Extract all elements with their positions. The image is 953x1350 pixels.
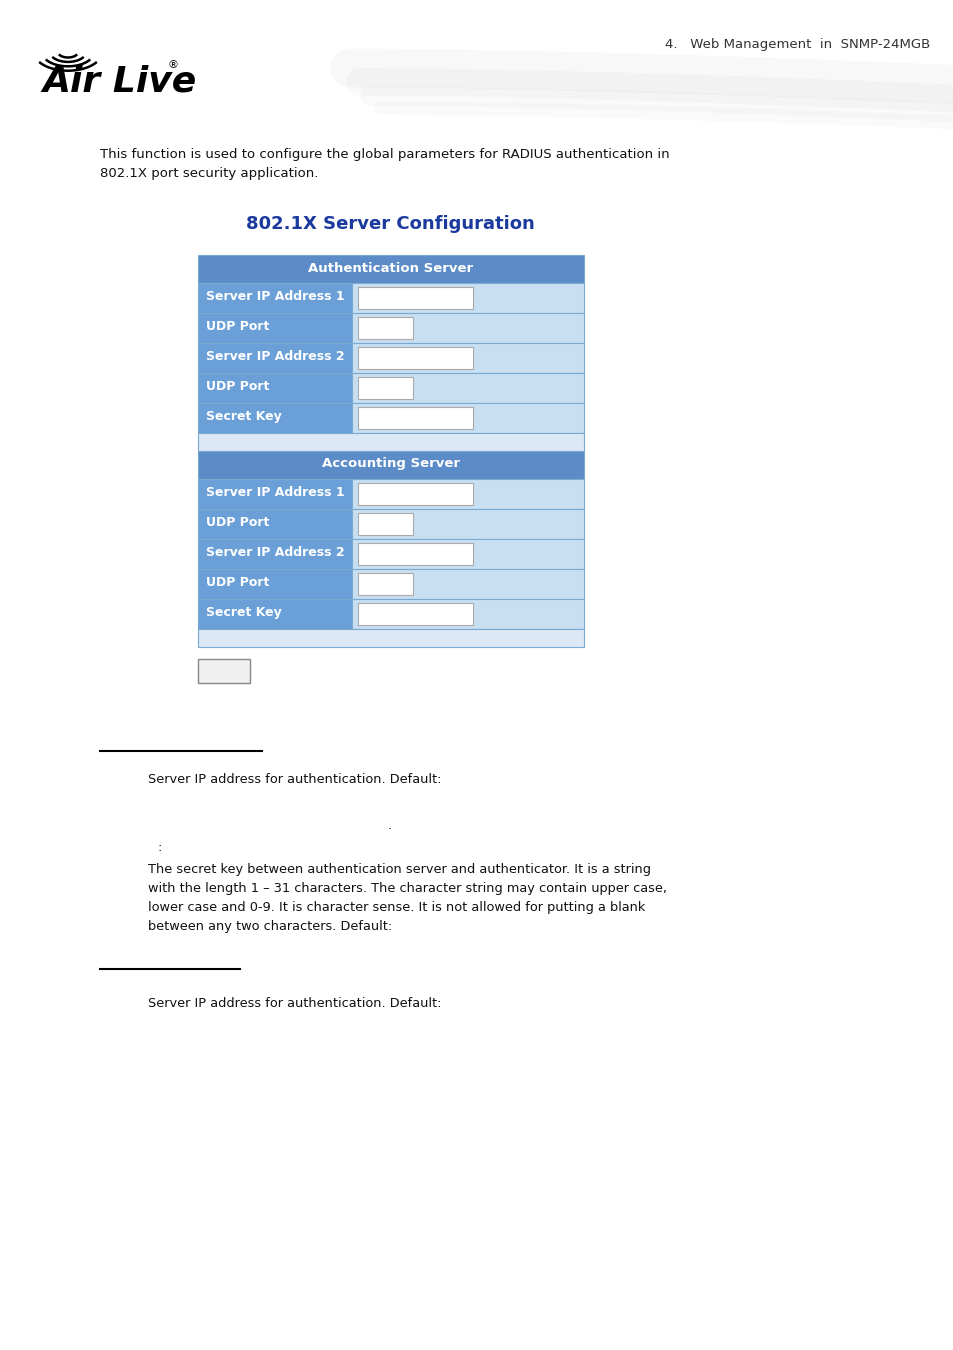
Bar (198, 343, 352, 373)
Text: Save: Save (209, 663, 239, 676)
Bar (198, 568, 352, 599)
Bar (352, 539, 583, 568)
Text: Secret Key: Secret Key (206, 410, 281, 424)
Bar (357, 603, 473, 625)
Text: Server IP Address 2: Server IP Address 2 (206, 547, 344, 559)
Text: 1813: 1813 (363, 517, 395, 529)
Text: Air Live: Air Live (42, 65, 196, 99)
Bar (357, 513, 413, 535)
Bar (352, 404, 583, 433)
Bar (198, 479, 352, 509)
Text: .: . (388, 819, 392, 832)
Bar (352, 284, 583, 313)
Text: Authentication Server: Authentication Server (308, 262, 473, 274)
Text: 1813: 1813 (363, 576, 395, 590)
Bar (357, 406, 473, 429)
Bar (198, 539, 352, 568)
Bar (352, 313, 583, 343)
Bar (352, 479, 583, 509)
Bar (198, 629, 583, 647)
Bar (198, 404, 352, 433)
Text: The secret key between authentication server and authenticator. It is a string
w: The secret key between authentication se… (148, 863, 666, 933)
Text: UDP Port: UDP Port (206, 320, 269, 333)
Bar (357, 483, 473, 505)
Bar (352, 343, 583, 373)
Bar (357, 543, 473, 566)
Text: Accounting Server: Accounting Server (322, 458, 459, 471)
Bar (352, 373, 583, 404)
Text: UDP Port: UDP Port (206, 576, 269, 590)
Bar (198, 451, 583, 479)
Text: Server IP address for authentication. Default:: Server IP address for authentication. De… (148, 998, 441, 1010)
Text: Server IP Address 1: Server IP Address 1 (206, 486, 344, 500)
Bar (357, 572, 413, 595)
Text: UDP Port: UDP Port (206, 517, 269, 529)
Bar (198, 313, 352, 343)
Text: Server IP Address 2: Server IP Address 2 (206, 351, 344, 363)
Text: 192.168.1.1: 192.168.1.1 (363, 547, 437, 559)
Bar (198, 509, 352, 539)
Text: 192.168.1.1: 192.168.1.1 (363, 290, 437, 304)
Bar (198, 284, 352, 313)
Bar (198, 433, 583, 451)
Bar (198, 255, 583, 284)
Bar (352, 509, 583, 539)
Text: 4.   Web Management  in  SNMP-24MGB: 4. Web Management in SNMP-24MGB (664, 38, 929, 51)
Bar (357, 317, 413, 339)
Text: Radius: Radius (363, 410, 405, 424)
Text: 1812: 1812 (363, 320, 395, 333)
Bar (357, 347, 473, 369)
Bar (198, 599, 352, 629)
Bar (352, 599, 583, 629)
Bar (198, 373, 352, 404)
Text: 192.168.1.1: 192.168.1.1 (363, 351, 437, 363)
Text: UDP Port: UDP Port (206, 381, 269, 393)
Text: Secret Key: Secret Key (206, 606, 281, 620)
Bar (357, 288, 473, 309)
Bar (357, 377, 413, 400)
Bar (352, 568, 583, 599)
Text: :: : (158, 841, 162, 855)
Text: 802.1X Server Configuration: 802.1X Server Configuration (245, 215, 534, 234)
Text: 1812: 1812 (363, 381, 395, 393)
Bar (198, 659, 250, 683)
Text: This function is used to configure the global parameters for RADIUS authenticati: This function is used to configure the g… (100, 148, 669, 181)
Text: Radius: Radius (363, 606, 405, 620)
Text: Server IP address for authentication. Default:: Server IP address for authentication. De… (148, 774, 441, 786)
Text: Server IP Address 1: Server IP Address 1 (206, 290, 344, 304)
Text: 192.168.1.1: 192.168.1.1 (363, 486, 437, 500)
Text: ®: ® (168, 59, 179, 70)
